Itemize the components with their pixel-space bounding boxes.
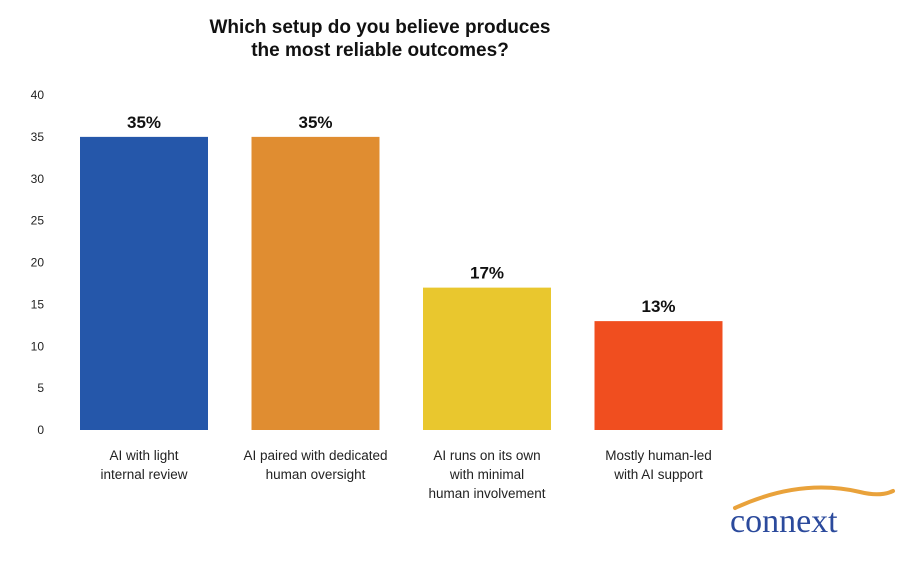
bar	[251, 136, 380, 430]
data-label: 35%	[127, 113, 161, 132]
category-label: AI runs on its own	[433, 448, 540, 463]
y-tick-label: 5	[37, 381, 44, 395]
category-label: AI with light	[109, 448, 178, 463]
category-label: AI paired with dedicated	[243, 448, 387, 463]
y-tick-label: 0	[37, 423, 44, 437]
category-label: with minimal	[449, 467, 524, 482]
bars	[80, 136, 723, 430]
chart-title-line: Which setup do you believe produces	[210, 17, 551, 38]
y-tick-label: 25	[31, 214, 45, 228]
data-labels: 35% 35% 17% 13%	[127, 113, 676, 316]
data-label: 17%	[470, 264, 504, 283]
y-tick-label: 15	[31, 297, 45, 311]
category-label: human involvement	[428, 486, 545, 501]
category-label: internal review	[100, 467, 187, 482]
bar	[423, 287, 551, 430]
connext-logo: connext	[730, 485, 895, 540]
category-label: human oversight	[266, 467, 366, 482]
bar	[594, 321, 723, 430]
data-label: 35%	[298, 113, 332, 132]
category-label: Mostly human-led	[605, 448, 712, 463]
logo-swoosh	[733, 485, 895, 510]
y-axis: 0 5 10 15 20 25 30 35 40	[31, 88, 45, 437]
category-label: with AI support	[613, 467, 703, 482]
y-tick-label: 40	[31, 88, 45, 102]
category-labels: AI with light internal review AI paired wi…	[100, 448, 711, 501]
logo-text: connext	[730, 503, 838, 540]
y-tick-label: 35	[31, 130, 45, 144]
y-tick-label: 30	[31, 172, 45, 186]
data-label: 13%	[641, 297, 675, 316]
y-tick-label: 10	[31, 339, 45, 353]
y-tick-label: 20	[31, 256, 45, 270]
bar	[80, 136, 208, 430]
chart-title-line: the most reliable outcomes?	[251, 40, 509, 61]
